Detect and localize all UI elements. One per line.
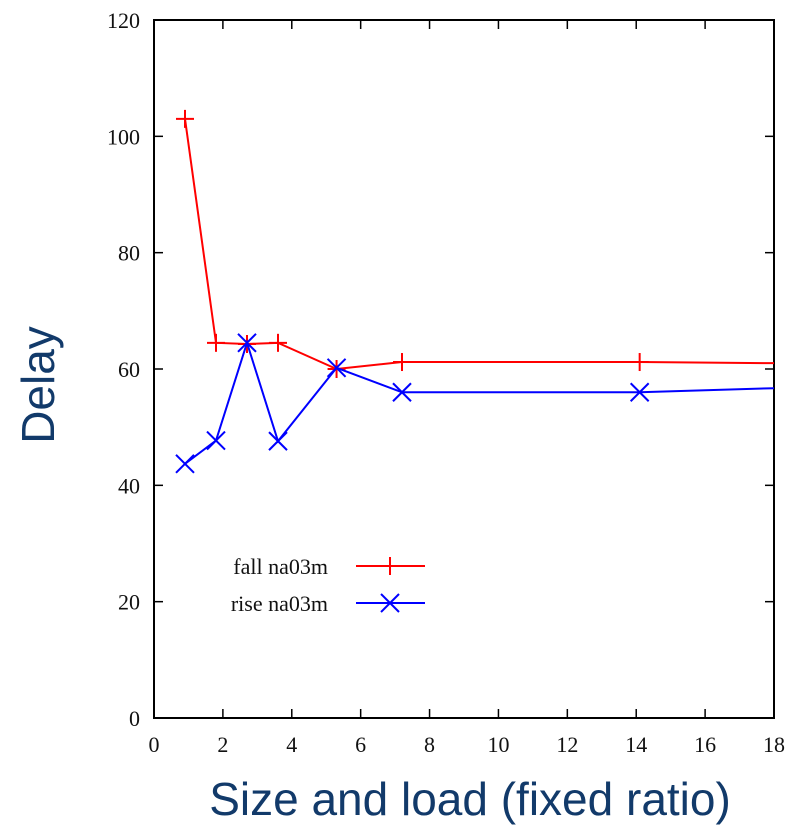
marker-stroke: [629, 382, 650, 402]
y-tick-label: 40: [118, 473, 140, 498]
x-tick-label: 8: [424, 732, 435, 757]
axis-ticks: [153, 19, 775, 719]
data-point: [392, 382, 412, 402]
data-point: [326, 358, 347, 378]
y-tick-label: 60: [118, 357, 140, 382]
data-point: [629, 382, 650, 402]
y-axis-title: Delay: [12, 326, 64, 444]
data-point: [206, 430, 226, 451]
data-point: [207, 333, 225, 352]
marker-stroke: [175, 454, 195, 474]
data-point: [630, 353, 649, 372]
data-point: [237, 333, 257, 353]
y-tick-label: 0: [129, 706, 140, 731]
y-tick-label: 100: [107, 124, 140, 149]
legend-marker: [381, 557, 399, 575]
x-tick-label: 2: [217, 732, 228, 757]
x-axis-title: Size and load (fixed ratio): [209, 773, 731, 825]
y-tick-labels: 0 20 40 60 80 100 120: [107, 8, 140, 731]
legend-item: fall na03m: [233, 554, 425, 579]
marker-stroke: [206, 430, 226, 451]
x-tick-label: 18: [763, 732, 785, 757]
data-point: [269, 333, 287, 352]
legend-item: rise na03m: [231, 591, 425, 616]
x-tick-label: 4: [286, 732, 297, 757]
y-tick-label: 20: [118, 590, 140, 615]
marker-stroke: [392, 382, 412, 402]
x-tick-label: 12: [556, 732, 578, 757]
legend-marker: [380, 593, 400, 613]
y-tick-label: 120: [107, 8, 140, 33]
series-line: [184, 339, 775, 465]
series-fall: [176, 109, 775, 378]
marker-stroke: [380, 593, 400, 613]
data-point: [175, 454, 195, 474]
data-point: [176, 109, 194, 128]
series-layer: [175, 109, 775, 474]
legend: fall na03m rise na03m: [231, 554, 425, 616]
x-tick-label: 6: [355, 732, 366, 757]
x-tick-label: 14: [625, 732, 647, 757]
marker-stroke: [268, 431, 288, 451]
y-tick-label: 80: [118, 241, 140, 266]
legend-label: rise na03m: [231, 591, 328, 616]
marker-stroke: [237, 333, 257, 353]
data-point: [268, 431, 288, 451]
x-tick-label: 16: [694, 732, 716, 757]
x-tick-labels: 0 2 4 6 8 10 12 14 16 18: [149, 732, 786, 757]
data-point: [393, 353, 411, 372]
x-tick-label: 0: [149, 732, 160, 757]
series-line: [184, 118, 775, 371]
series-rise: [175, 333, 775, 474]
x-tick-label: 10: [487, 732, 509, 757]
legend-label: fall na03m: [233, 554, 328, 579]
marker-stroke: [326, 358, 347, 378]
